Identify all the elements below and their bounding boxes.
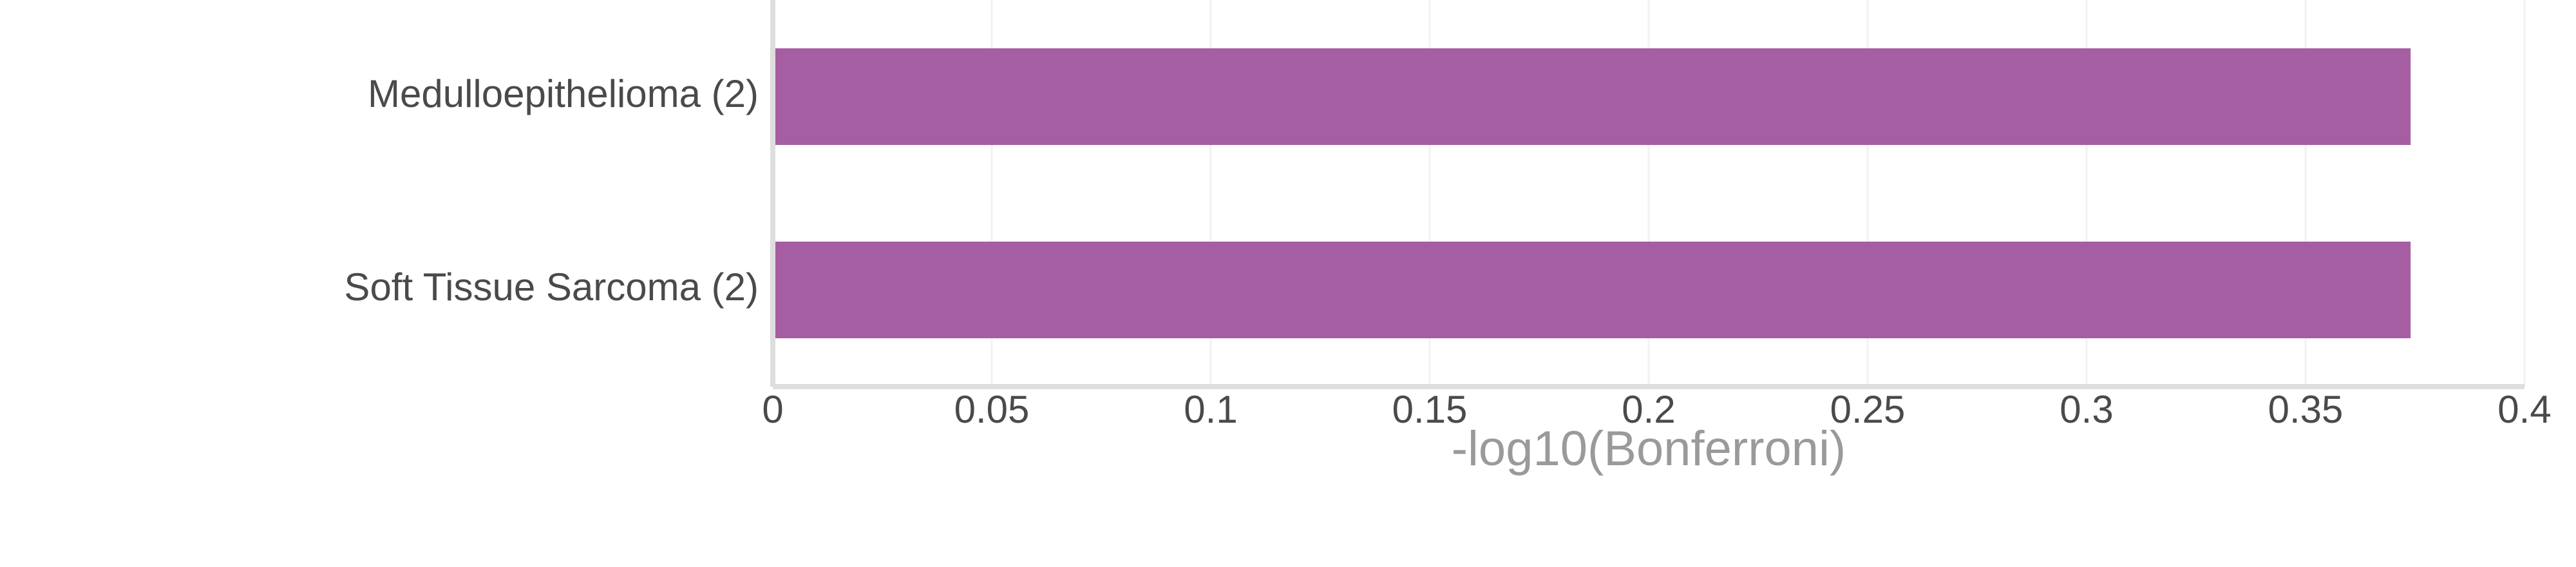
x-tick-label: 0.35 xyxy=(2268,388,2344,431)
x-axis-title: -log10(Bonferroni) xyxy=(1452,421,1846,476)
x-tick-labels: 0 0.05 0.1 0.15 0.2 0.25 0.3 0.35 0.4 xyxy=(762,388,2551,431)
x-tick-label: 0.15 xyxy=(1392,388,1468,431)
x-tick-label: 0.3 xyxy=(2060,388,2113,431)
x-tick-label: 0.1 xyxy=(1184,388,1237,431)
bar xyxy=(773,242,2411,338)
x-tick-label: 0 xyxy=(762,388,783,431)
x-tick-label: 0.2 xyxy=(1622,388,1675,431)
bar xyxy=(773,48,2411,145)
category-label: Medulloepithelioma (2) xyxy=(368,72,759,115)
bars xyxy=(773,48,2411,338)
x-tick-label: 0.4 xyxy=(2497,388,2551,431)
x-tick-label: 0.05 xyxy=(954,388,1030,431)
x-tick-label: 0.25 xyxy=(1830,388,1906,431)
category-labels: Medulloepithelioma (2) Soft Tissue Sarcom… xyxy=(344,72,759,309)
category-label: Soft Tissue Sarcoma (2) xyxy=(344,265,759,309)
